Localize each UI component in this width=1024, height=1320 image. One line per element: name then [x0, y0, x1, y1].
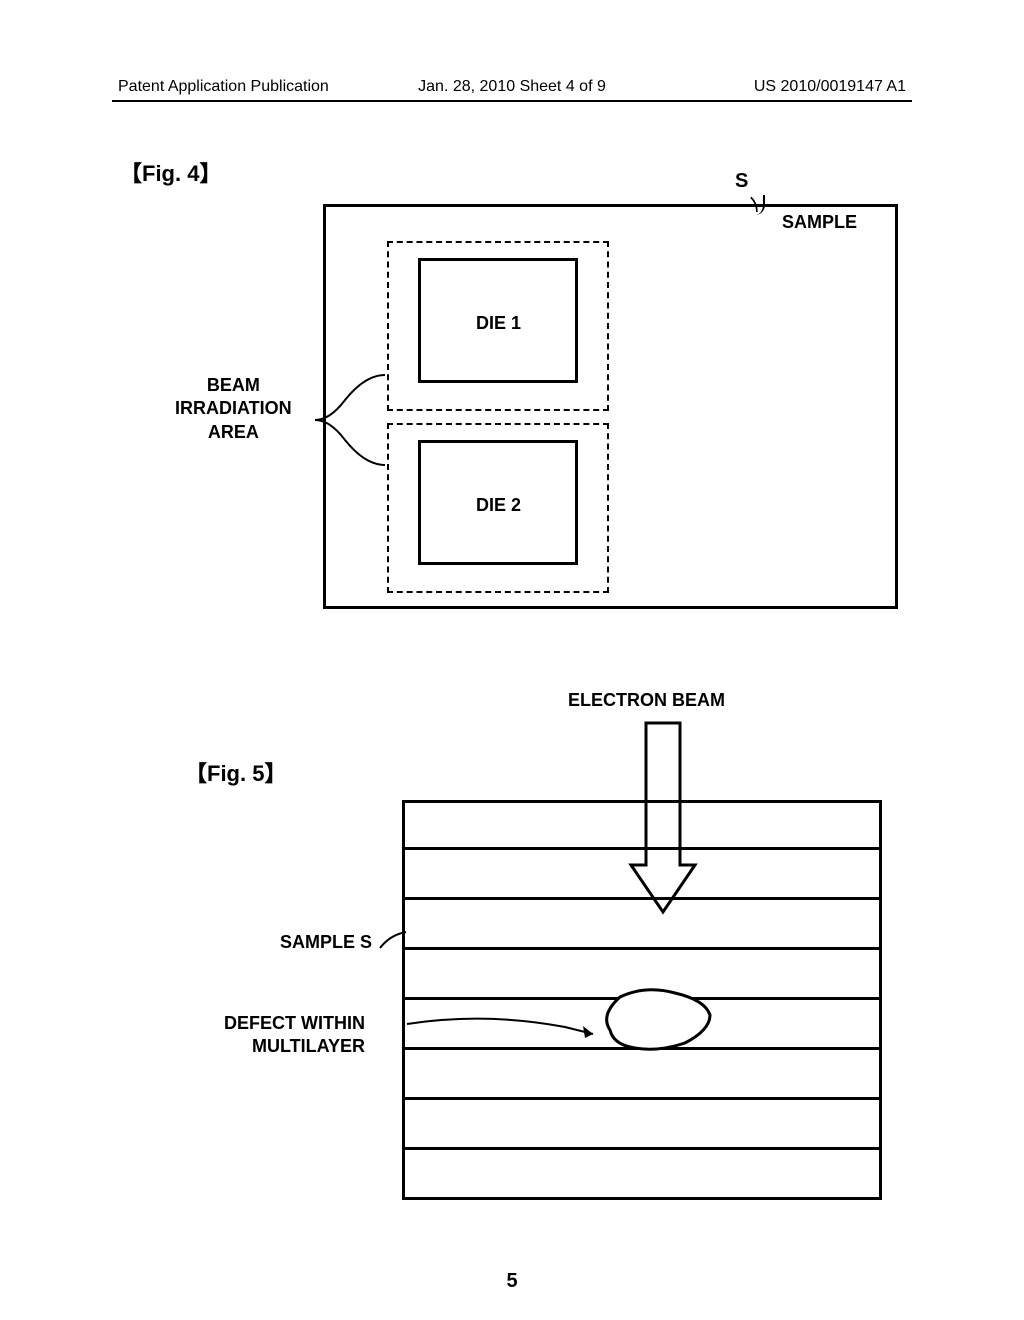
- fig4-bracket-icon: [315, 370, 390, 470]
- fig4-die1-text: DIE 1: [476, 313, 521, 334]
- header-left: Patent Application Publication: [118, 78, 329, 96]
- fig5-defect-shape: [595, 985, 715, 1055]
- header-divider: [112, 100, 912, 102]
- fig5-layer: [405, 1050, 879, 1100]
- fig4-beam-irradiation-label: BEAM IRRADIATION AREA: [175, 374, 292, 444]
- fig4-die2-text: DIE 2: [476, 495, 521, 516]
- fig4-sample-text: SAMPLE: [782, 212, 857, 233]
- fig5-defect-pointer: [405, 1012, 605, 1042]
- fig5-sample-pointer: [378, 930, 408, 950]
- fig4-s-callout: S: [735, 170, 748, 193]
- fig5-defect-text: DEFECT WITHIN MULTILAYER: [224, 1012, 365, 1059]
- fig4-beam-line3: AREA: [208, 422, 259, 442]
- fig5-layer: [405, 1100, 879, 1150]
- fig5-defect-line2: MULTILAYER: [252, 1036, 365, 1056]
- fig4-title: 【Fig. 4】: [120, 156, 221, 188]
- fig5-electron-beam-text: ELECTRON BEAM: [568, 690, 725, 711]
- fig5-defect-line1: DEFECT WITHIN: [224, 1013, 365, 1033]
- fig4-beam-line1: BEAM: [207, 375, 260, 395]
- header-right: US 2010/0019147 A1: [754, 78, 906, 96]
- fig5-layer: [405, 900, 879, 950]
- fig5-title: 【Fig. 5】: [185, 756, 286, 788]
- fig5-layer: [405, 1150, 879, 1200]
- page-header: Patent Application Publication Jan. 28, …: [0, 78, 1024, 96]
- fig5-sample-text: SAMPLE S: [280, 932, 372, 953]
- fig5-layer: [405, 800, 879, 850]
- fig5-layer: [405, 850, 879, 900]
- page-number: 5: [506, 1270, 517, 1293]
- fig4-beam-line2: IRRADIATION: [175, 398, 292, 418]
- header-center: Jan. 28, 2010 Sheet 4 of 9: [418, 78, 606, 96]
